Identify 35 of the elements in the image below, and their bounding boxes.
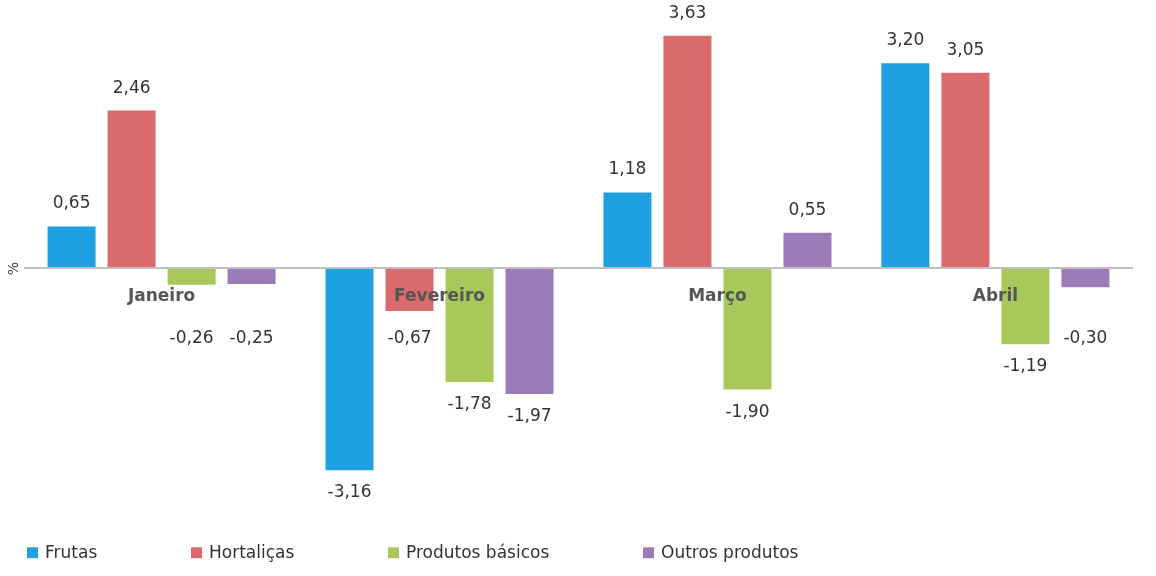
bar — [227, 268, 276, 284]
bar — [783, 232, 832, 268]
y-axis-title: % — [4, 261, 21, 276]
data-label: 0,65 — [52, 192, 91, 213]
data-label: -1,78 — [447, 392, 492, 413]
data-label: 3,05 — [946, 38, 985, 59]
data-label: -0,26 — [169, 327, 214, 347]
legend-label: Frutas — [45, 541, 98, 562]
bar — [47, 226, 96, 268]
data-label: -1,19 — [1003, 355, 1048, 376]
bar — [663, 35, 712, 268]
data-label: 1,18 — [608, 158, 647, 179]
data-label: 2,46 — [112, 76, 151, 97]
data-label: -3,16 — [327, 481, 372, 502]
x-tick-label: Janeiro — [126, 285, 196, 305]
x-tick-label: Fevereiro — [394, 285, 485, 305]
bar — [941, 72, 990, 268]
bar — [505, 268, 554, 395]
bar — [881, 63, 930, 268]
data-label: 0,55 — [788, 198, 827, 219]
data-label: 3,63 — [668, 1, 707, 22]
data-label: -1,90 — [725, 400, 770, 421]
legend-label: Outros produtos — [661, 541, 799, 562]
bar — [107, 110, 156, 268]
legend-label: Produtos básicos — [406, 541, 550, 562]
data-label: -0,30 — [1063, 327, 1108, 347]
bar — [603, 192, 652, 268]
bar — [325, 268, 374, 471]
bar — [167, 268, 216, 285]
data-label: -1,97 — [507, 405, 552, 426]
legend-label: Hortaliças — [209, 541, 295, 562]
data-label: 3,20 — [886, 29, 925, 50]
bar — [1061, 268, 1110, 288]
data-label: -0,25 — [229, 327, 274, 347]
data-label: -0,67 — [387, 327, 432, 347]
